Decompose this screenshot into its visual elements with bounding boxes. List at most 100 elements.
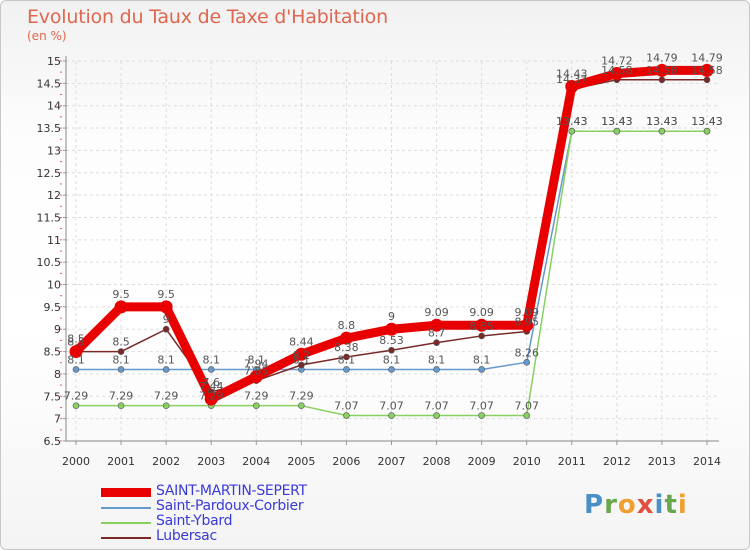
x-tick-label: 2009 — [468, 455, 496, 468]
y-tick-label: 10.5 — [37, 256, 62, 269]
data-label: 8.1 — [293, 353, 311, 366]
data-label: 8.5 — [67, 336, 85, 349]
data-point — [343, 366, 350, 373]
y-tick-label: 7.5 — [44, 390, 62, 403]
y-tick-label: 14 — [47, 100, 61, 113]
legend-label: SAINT-MARTIN-SEPERT — [156, 483, 307, 499]
y-tick-label: 9.5 — [44, 301, 62, 314]
data-label: 8.8 — [338, 319, 356, 332]
legend-swatch — [101, 488, 151, 497]
data-label: 7.07 — [379, 400, 404, 413]
data-point — [523, 359, 531, 366]
data-label: 14.72 — [601, 55, 633, 68]
data-point — [72, 366, 80, 373]
y-tick-label: 12.5 — [37, 167, 62, 180]
data-point — [385, 322, 398, 336]
data-label: 7.29 — [199, 390, 224, 403]
data-label: 9.5 — [157, 288, 175, 301]
data-label: 8.5 — [67, 333, 85, 346]
data-point — [568, 127, 576, 135]
data-label: 8.1 — [157, 353, 175, 366]
data-point — [207, 366, 215, 373]
y-tick-label: 11 — [47, 234, 61, 247]
data-label: 8.85 — [469, 320, 494, 333]
data-label: 13.43 — [601, 115, 633, 128]
data-point — [159, 300, 173, 314]
data-point — [117, 348, 125, 355]
data-point — [343, 412, 350, 419]
data-point — [523, 412, 531, 419]
y-tick-label: 15 — [47, 55, 61, 68]
y-tick-label: 13 — [47, 144, 61, 157]
chart-title: Evolution du Taux de Taxe d'Habitation — [27, 6, 388, 28]
data-point — [339, 331, 353, 345]
data-label: 8.1 — [67, 353, 85, 366]
data-point — [655, 63, 669, 77]
data-point — [294, 347, 308, 361]
data-point — [613, 127, 621, 135]
data-label: 14.79 — [646, 51, 678, 64]
data-labels: 8.1 8.1 8.1 8.1 8.1 8.1 8.1 8.1 8.1 8.1 8.26 13.43 1… — [64, 51, 723, 412]
data-point — [520, 318, 534, 332]
data-point — [72, 402, 80, 409]
chart-unit: (en %) — [27, 29, 67, 43]
y-tick-label: 13.5 — [37, 122, 62, 135]
data-label: 14.37 — [556, 73, 588, 86]
axes: 6.5 7 7.5 8 8.5 9 9.5 10 10.5 11 11.5 12 12.5 13 13.5 1… — [37, 55, 722, 468]
data-point — [117, 402, 125, 409]
data-label: 8.1 — [112, 353, 130, 366]
legend-label: Saint-Ybard — [156, 513, 233, 529]
x-tick-label: 2000 — [62, 455, 90, 468]
x-tick-label: 2010 — [513, 455, 541, 468]
legend-label: Lubersac — [156, 528, 217, 544]
data-point — [162, 325, 170, 333]
legend-swatch — [101, 537, 151, 539]
data-point — [204, 392, 218, 406]
y-tick-label: 14.5 — [37, 77, 62, 90]
x-tick-label: 2014 — [693, 455, 721, 468]
data-point — [658, 127, 666, 135]
data-point — [433, 366, 440, 373]
data-point — [565, 79, 579, 93]
data-label: 13.43 — [691, 115, 723, 128]
data-point — [478, 332, 485, 340]
data-point — [388, 412, 395, 419]
data-label: 13.43 — [556, 115, 588, 128]
data-label: 14.43 — [556, 67, 588, 80]
y-tick-label: 10 — [47, 279, 61, 292]
data-label: 13.43 — [646, 115, 678, 128]
data-label: 8.1 — [248, 353, 266, 366]
data-label: 8.1 — [473, 353, 491, 366]
x-tick-label: 2012 — [603, 455, 631, 468]
data-point — [162, 366, 170, 373]
data-label: 14.58 — [601, 64, 633, 77]
legend-label: Saint-Pardoux-Corbier — [156, 498, 304, 514]
data-label: 8.1 — [383, 353, 401, 366]
x-tick-label: 2006 — [332, 455, 360, 468]
x-tick-label: 2011 — [558, 455, 586, 468]
data-label: 8.1 — [202, 353, 220, 366]
x-tick-label: 2004 — [242, 455, 270, 468]
data-point — [430, 318, 444, 332]
data-label: 8.44 — [289, 335, 314, 348]
data-label: 7.29 — [289, 390, 314, 403]
data-label: 8.1 — [338, 353, 356, 366]
data-label: 7.07 — [469, 400, 494, 413]
y-tick-label: 9 — [54, 323, 61, 336]
data-point — [117, 366, 125, 373]
data-label: 7.44 — [199, 380, 224, 393]
x-tick-label: 2008 — [423, 455, 451, 468]
data-point — [700, 63, 714, 77]
data-label: 8.7 — [428, 327, 446, 340]
data-point — [433, 412, 440, 419]
data-label: 9.09 — [514, 306, 539, 319]
data-label: 7.07 — [514, 400, 539, 413]
data-point — [388, 366, 395, 373]
data-label: 8.38 — [334, 341, 359, 354]
data-label: 14.58 — [691, 64, 723, 77]
y-tick-label: 6.5 — [44, 435, 62, 448]
data-label: 13.43 — [646, 115, 678, 128]
data-label: 7.29 — [64, 390, 89, 403]
data-label: 7.07 — [424, 400, 449, 413]
data-label: 8.95 — [514, 315, 539, 328]
